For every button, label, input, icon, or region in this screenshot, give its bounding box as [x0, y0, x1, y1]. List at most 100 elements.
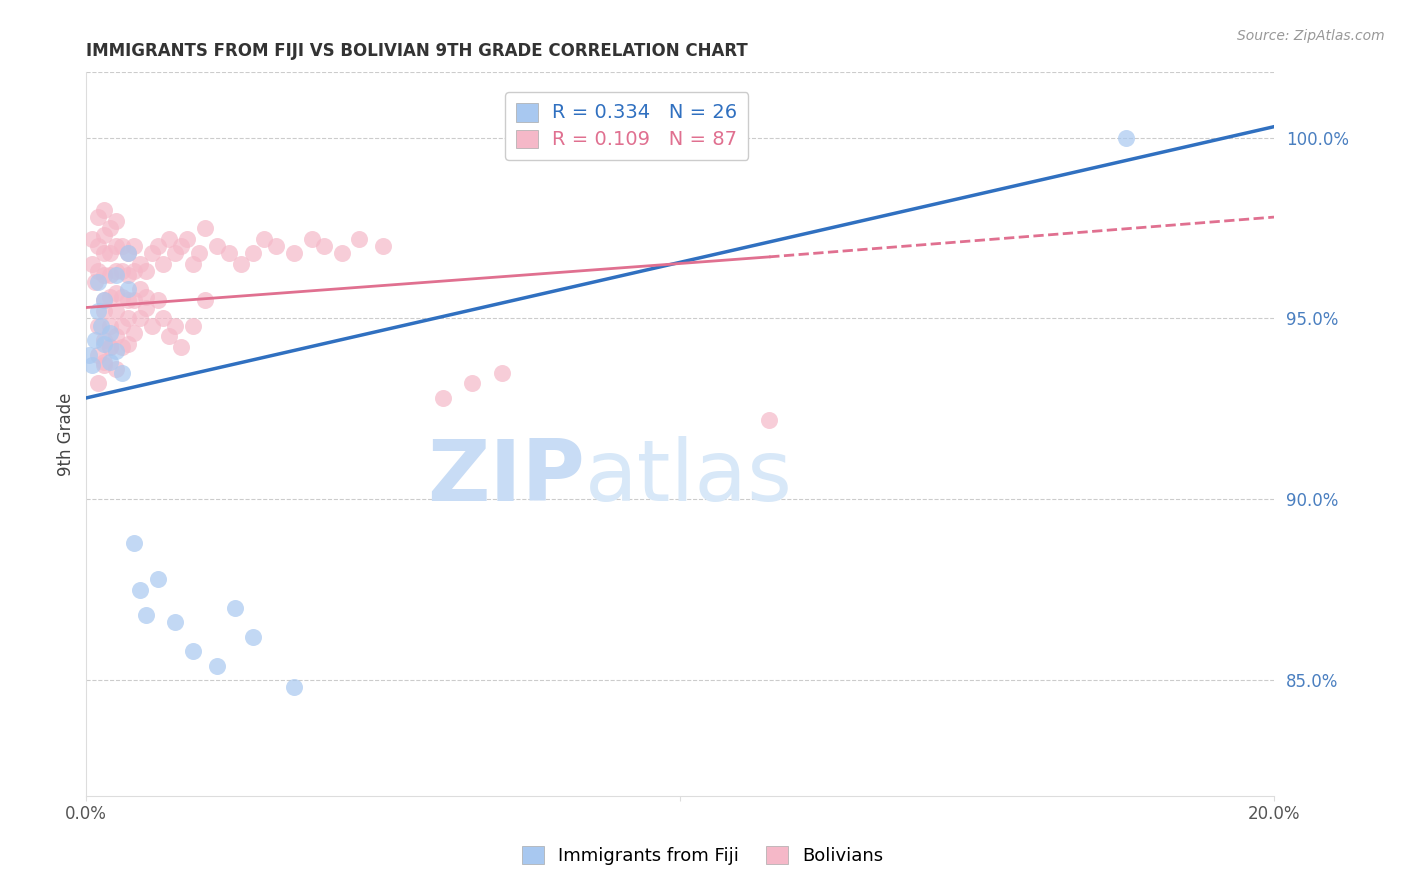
Point: [181, 644, 204, 658]
Point: [117, 311, 139, 326]
Point: [93, 246, 115, 260]
Point: [218, 246, 240, 260]
Point: [242, 630, 264, 644]
Point: [146, 293, 169, 308]
Text: atlas: atlas: [585, 436, 793, 519]
Point: [104, 329, 127, 343]
Point: [205, 658, 228, 673]
Point: [93, 228, 115, 243]
Point: [373, 239, 395, 253]
Point: [117, 293, 139, 308]
Point: [82, 359, 104, 373]
Point: [141, 318, 163, 333]
Point: [111, 239, 134, 253]
Point: [253, 232, 276, 246]
Point: [82, 257, 104, 271]
Point: [111, 290, 134, 304]
Point: [128, 582, 150, 597]
Point: [122, 293, 145, 308]
Point: [93, 202, 115, 217]
Point: [152, 257, 174, 271]
Point: [98, 318, 121, 333]
Point: [224, 600, 246, 615]
Point: [98, 268, 121, 282]
Point: [181, 257, 204, 271]
Text: IMMIGRANTS FROM FIJI VS BOLIVIAN 9TH GRADE CORRELATION CHART: IMMIGRANTS FROM FIJI VS BOLIVIAN 9TH GRA…: [86, 42, 748, 60]
Point: [93, 293, 115, 308]
Point: [128, 282, 150, 296]
Point: [104, 362, 127, 376]
Point: [146, 572, 169, 586]
Point: [93, 268, 115, 282]
Point: [176, 232, 198, 246]
Point: [93, 293, 115, 308]
Point: [117, 282, 139, 296]
Point: [87, 210, 110, 224]
Point: [461, 376, 484, 391]
Point: [152, 311, 174, 326]
Point: [104, 286, 127, 301]
Point: [128, 311, 150, 326]
Legend: Immigrants from Fiji, Bolivians: Immigrants from Fiji, Bolivians: [515, 838, 891, 872]
Point: [122, 535, 145, 549]
Point: [159, 232, 181, 246]
Point: [135, 264, 157, 278]
Point: [170, 340, 193, 354]
Point: [98, 340, 121, 354]
Point: [98, 246, 121, 260]
Point: [141, 246, 163, 260]
Point: [205, 239, 228, 253]
Point: [104, 264, 127, 278]
Point: [87, 304, 110, 318]
Point: [93, 333, 115, 347]
Point: [104, 304, 127, 318]
Point: [82, 232, 104, 246]
Point: [104, 213, 127, 227]
Point: [87, 318, 110, 333]
Text: ZIP: ZIP: [427, 436, 585, 519]
Point: [87, 275, 110, 289]
Point: [128, 257, 150, 271]
Point: [87, 264, 110, 278]
Point: [122, 264, 145, 278]
Point: [117, 336, 139, 351]
Point: [491, 366, 513, 380]
Point: [111, 340, 134, 354]
Point: [87, 376, 110, 391]
Point: [104, 268, 127, 282]
Point: [122, 326, 145, 340]
Point: [98, 221, 121, 235]
Point: [229, 257, 252, 271]
Point: [266, 239, 288, 253]
Point: [135, 607, 157, 622]
Point: [194, 293, 217, 308]
Point: [111, 366, 134, 380]
Point: [242, 246, 264, 260]
Point: [159, 329, 181, 343]
Point: [104, 343, 127, 358]
Point: [98, 355, 121, 369]
Point: [165, 615, 187, 629]
Point: [146, 239, 169, 253]
Point: [98, 340, 121, 354]
Point: [312, 239, 335, 253]
Point: [432, 391, 454, 405]
Point: [98, 326, 121, 340]
Point: [117, 268, 139, 282]
Point: [283, 680, 305, 694]
Point: [135, 290, 157, 304]
Point: [90, 318, 112, 333]
Point: [104, 239, 127, 253]
Point: [111, 264, 134, 278]
Point: [165, 246, 187, 260]
Point: [1115, 130, 1137, 145]
Point: [117, 246, 139, 260]
Point: [758, 412, 780, 426]
Point: [135, 301, 157, 315]
Point: [87, 347, 110, 361]
Point: [84, 275, 107, 289]
Legend: R = 0.334   N = 26, R = 0.109   N = 87: R = 0.334 N = 26, R = 0.109 N = 87: [505, 92, 748, 160]
Point: [93, 304, 115, 318]
Point: [98, 290, 121, 304]
Point: [77, 347, 100, 361]
